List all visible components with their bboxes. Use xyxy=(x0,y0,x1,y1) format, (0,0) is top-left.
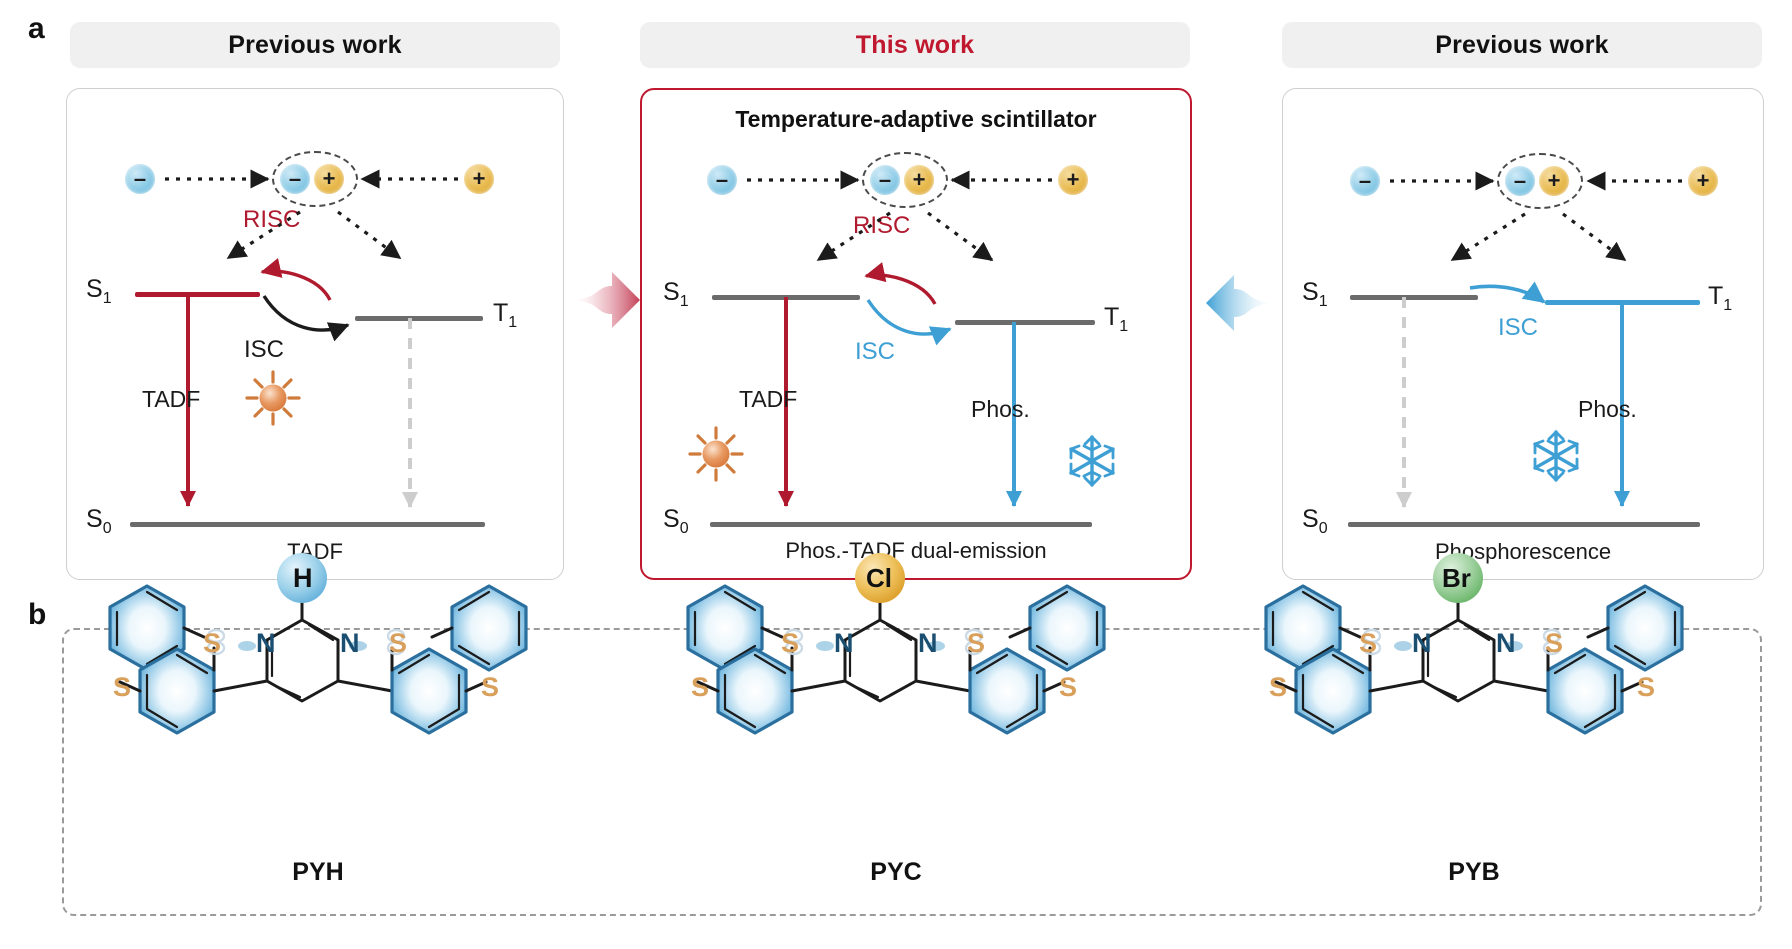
nitrogen-left-pyc: N xyxy=(834,628,854,658)
header-pill-center: This work xyxy=(640,22,1190,68)
level-line-s1-right xyxy=(1350,295,1478,300)
sulfur-3-pyh: S xyxy=(389,628,408,658)
tadf-arrow-left xyxy=(180,294,196,507)
nitrogen-left-pyh: N xyxy=(256,628,276,658)
level-line-s0-left xyxy=(130,522,485,527)
risc-label-center: RISC xyxy=(853,212,911,239)
phos-label-center: Phos. xyxy=(971,396,1030,422)
panel-letter-a: a xyxy=(28,12,45,45)
nitrogen-left-pyb: N xyxy=(1412,628,1432,658)
sulfur-1-pyc: S xyxy=(781,628,800,658)
sulfur-2-pyb: S xyxy=(1269,672,1288,702)
big-arrow-left-to-center xyxy=(568,272,640,328)
substituent-label-pyc: Cl xyxy=(866,563,892,593)
nitrogen-right-pyc: N xyxy=(918,628,938,658)
level-line-s0-center xyxy=(710,522,1092,527)
sulfur-4-pyc: S xyxy=(1059,672,1078,702)
exciton-electron-center: – xyxy=(870,165,900,195)
free-electron-left: – xyxy=(125,164,155,194)
level-label-t1-left: T1 xyxy=(493,299,518,331)
caption-center: Phos.-TADF dual-emission xyxy=(785,538,1047,563)
free-electron-center: – xyxy=(707,165,737,195)
level-label-s1-center: S1 xyxy=(663,278,689,310)
nonradiative-arrow-right xyxy=(1396,297,1412,508)
substituent-label-pyh: H xyxy=(293,563,313,593)
sulfur-4-pyb: S xyxy=(1637,672,1656,702)
panel-letter-b: b xyxy=(28,598,47,631)
exciton-ring-left xyxy=(272,151,358,207)
level-label-s0-left: S0 xyxy=(86,505,112,537)
exciton-ring-right xyxy=(1497,153,1583,209)
sulfur-1-pyb: S xyxy=(1359,628,1378,658)
caption-right: Phosphorescence xyxy=(1434,539,1612,564)
header-pill-left: Previous work xyxy=(70,22,560,68)
level-line-s0-right xyxy=(1348,522,1700,527)
caption-left: TADF xyxy=(287,539,343,564)
big-arrow-right-to-center xyxy=(1206,275,1278,331)
card-title-center: Temperature-adaptive scintillator xyxy=(735,106,1097,132)
molecule-name-pyb: PYB xyxy=(1448,858,1500,886)
level-line-t1-center xyxy=(955,320,1095,325)
level-line-t1-left xyxy=(355,316,483,321)
tadf-label-center: TADF xyxy=(739,386,798,412)
nitrogen-right-pyh: N xyxy=(340,628,360,658)
free-hole-left: + xyxy=(464,164,494,194)
exciton-hole-center: + xyxy=(904,165,934,195)
free-hole-center: + xyxy=(1058,165,1088,195)
level-label-t1-right: T1 xyxy=(1708,282,1733,314)
exciton-ring-center xyxy=(862,152,948,208)
exciton-hole-right: + xyxy=(1539,166,1569,196)
sulfur-2-pyh: S xyxy=(113,672,132,702)
exciton-electron-left: – xyxy=(280,164,310,194)
isc-label-left: ISC xyxy=(244,336,285,363)
exciton-hole-left: + xyxy=(314,164,344,194)
level-line-s1-left xyxy=(135,292,260,297)
molecule-name-pyc: PYC xyxy=(870,858,922,886)
free-electron-right: – xyxy=(1350,166,1380,196)
level-label-s0-center: S0 xyxy=(663,505,689,537)
sulfur-2-pyc: S xyxy=(691,672,710,702)
header-pill-right: Previous work xyxy=(1282,22,1762,68)
tadf-label-left: TADF xyxy=(142,386,201,412)
free-hole-right: + xyxy=(1688,166,1718,196)
isc-label-center: ISC xyxy=(855,338,896,365)
sulfur-1-pyh: S xyxy=(203,628,222,658)
molecule-name-pyh: PYH xyxy=(292,858,344,886)
risc-label-left: RISC xyxy=(243,206,301,233)
phos-label-right: Phos. xyxy=(1578,396,1637,422)
exciton-electron-right: – xyxy=(1505,166,1535,196)
phos-arrow-center xyxy=(1006,322,1022,507)
phos-arrow-right xyxy=(1614,302,1630,507)
tadf-arrow-center xyxy=(778,297,794,507)
level-label-s1-right: S1 xyxy=(1302,278,1328,310)
level-label-t1-center: T1 xyxy=(1104,303,1129,335)
level-label-s0-right: S0 xyxy=(1302,505,1328,537)
sulfur-3-pyb: S xyxy=(1545,628,1564,658)
nonradiative-arrow-left xyxy=(402,318,418,508)
nitrogen-right-pyb: N xyxy=(1496,628,1516,658)
sulfur-3-pyc: S xyxy=(967,628,986,658)
isc-label-right: ISC xyxy=(1498,314,1539,341)
substituent-label-pyb: Br xyxy=(1442,563,1471,593)
sulfur-4-pyh: S xyxy=(481,672,500,702)
level-label-s1-left: S1 xyxy=(86,275,112,307)
